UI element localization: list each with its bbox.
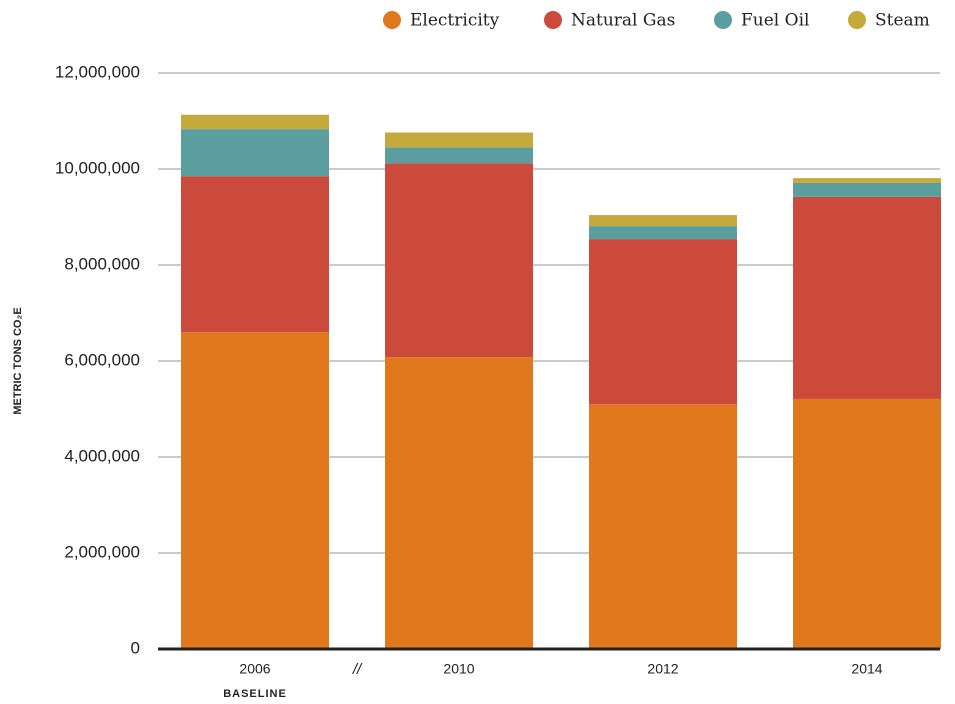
bar-segment <box>385 163 533 358</box>
annotation: // <box>352 661 363 678</box>
bar-segment <box>589 404 737 649</box>
x-tick-label: 2014 <box>851 661 882 677</box>
legend-swatch <box>714 11 732 29</box>
y-tick-label: 0 <box>131 638 140 657</box>
bar-segment <box>793 398 941 649</box>
y-tick-label: 2,000,000 <box>64 542 140 561</box>
bar-segment <box>793 196 941 399</box>
y-axis-label: METRIC TONS CO₂E <box>12 307 24 414</box>
y-tick-label: 4,000,000 <box>64 446 140 465</box>
bar-segment <box>589 215 737 227</box>
x-tick-label: 2010 <box>443 661 474 677</box>
legend-swatch <box>383 11 401 29</box>
legend-label: Natural Gas <box>571 11 675 31</box>
y-tick-label: 12,000,000 <box>55 62 140 81</box>
bar-segment <box>793 182 941 197</box>
legend-swatch <box>544 11 562 29</box>
bar-segment <box>589 239 737 405</box>
bar-segment <box>589 226 737 240</box>
bar-segment <box>181 129 329 177</box>
x-tick-label: 2012 <box>647 661 678 677</box>
annotation: BASELINE <box>223 688 287 700</box>
legend-label: Steam <box>875 11 930 31</box>
bar-segment <box>181 332 329 649</box>
bar-segment <box>385 147 533 164</box>
bar-segment <box>793 178 941 183</box>
y-tick-label: 10,000,000 <box>55 158 140 177</box>
y-tick-label: 6,000,000 <box>64 350 140 369</box>
legend-swatch <box>848 11 866 29</box>
x-tick-label: 2006 <box>239 661 270 677</box>
y-tick-label: 8,000,000 <box>64 254 140 273</box>
legend-label: Electricity <box>410 11 500 31</box>
bar-segment <box>181 176 329 333</box>
bar-segment <box>385 357 533 649</box>
bar-segment <box>181 114 329 130</box>
legend-label: Fuel Oil <box>741 11 809 31</box>
bar-segment <box>385 132 533 148</box>
